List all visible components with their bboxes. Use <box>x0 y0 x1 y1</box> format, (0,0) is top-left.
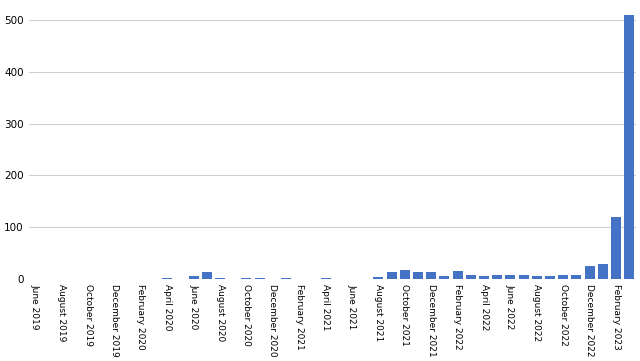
Bar <box>241 278 252 279</box>
Bar <box>321 278 331 279</box>
Bar <box>611 217 621 279</box>
Bar <box>281 278 291 279</box>
Bar <box>532 275 542 279</box>
Bar <box>558 275 568 279</box>
Bar <box>426 272 436 279</box>
Bar <box>387 273 397 279</box>
Bar <box>518 275 529 279</box>
Bar <box>572 275 581 279</box>
Bar <box>492 275 502 279</box>
Bar <box>255 278 264 279</box>
Bar <box>545 275 555 279</box>
Bar <box>452 271 463 279</box>
Bar <box>585 266 595 279</box>
Bar <box>506 275 515 279</box>
Bar <box>479 275 489 279</box>
Bar <box>440 275 449 279</box>
Bar <box>413 273 423 279</box>
Bar <box>215 278 225 279</box>
Bar <box>598 264 608 279</box>
Bar <box>202 272 212 279</box>
Bar <box>374 277 383 279</box>
Bar <box>466 275 476 279</box>
Bar <box>189 275 198 279</box>
Bar <box>163 278 172 279</box>
Bar <box>624 14 634 279</box>
Bar <box>400 270 410 279</box>
